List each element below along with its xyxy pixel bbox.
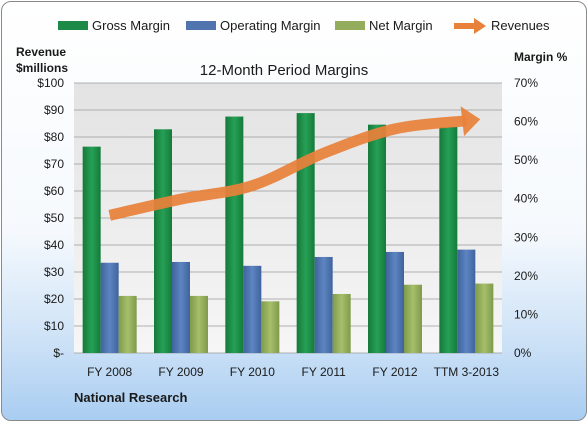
category-label: TTM 3-2013 <box>434 365 500 379</box>
operating-margin-bar <box>243 265 262 353</box>
revenues-arrowhead <box>460 106 481 137</box>
left-tick-label: $40 <box>44 238 64 252</box>
bars <box>82 113 494 354</box>
left-tick-label: $20 <box>44 292 64 306</box>
operating-margin-bar <box>172 261 190 353</box>
legend: Gross Margin Operating Margin Net Margin… <box>58 18 550 34</box>
category-label: FY 2009 <box>158 365 203 379</box>
right-tick-label: 50% <box>514 153 538 167</box>
gross-margin-bar <box>225 116 244 353</box>
right-tick-label: 0% <box>514 346 532 360</box>
left-tick-label: $- <box>53 346 64 360</box>
gross-margin-bar <box>296 113 315 353</box>
operating-margin-bar <box>457 249 476 353</box>
net-margin-bar <box>475 283 494 353</box>
net-margin-bar <box>118 295 137 353</box>
legend-label-operating-margin: Operating Margin <box>220 18 320 33</box>
left-tick-label: $90 <box>44 103 64 117</box>
legend-swatch-net-margin <box>335 21 365 30</box>
left-tick-label: $10 <box>44 319 64 333</box>
left-tick-label: $50 <box>44 211 64 225</box>
net-margin-bar <box>261 301 280 353</box>
category-label: FY 2008 <box>87 365 132 379</box>
operating-margin-bar <box>386 251 404 353</box>
right-tick-label: 40% <box>514 192 538 206</box>
operating-margin-bar <box>100 262 119 353</box>
left-tick-label: $60 <box>44 184 64 198</box>
left-axis-ticks: $- $10 $20 $30 $40 $50 $60 $70 $80 $90 $100 <box>37 76 64 360</box>
net-margin-bar <box>404 284 422 353</box>
operating-margin-bar <box>314 256 333 353</box>
gridlines <box>74 82 502 354</box>
right-tick-label: 30% <box>514 230 538 244</box>
right-tick-label: 60% <box>514 115 538 129</box>
left-axis-label-line1: Revenue <box>16 45 66 59</box>
category-axis: FY 2008 FY 2009 FY 2010 FY 2011 FY 2012 TTM 3… <box>87 365 499 379</box>
gross-margin-bar <box>82 146 101 353</box>
category-label: FY 2012 <box>372 365 417 379</box>
category-label: FY 2011 <box>302 365 347 379</box>
left-tick-label: $100 <box>37 76 64 90</box>
revenues-line <box>108 115 467 221</box>
left-tick-label: $80 <box>44 130 64 144</box>
category-label: FY 2010 <box>230 365 275 379</box>
gross-margin-bar <box>368 124 386 354</box>
chart-title: 12-Month Period Margins <box>200 62 368 79</box>
legend-swatch-operating-margin <box>186 21 216 30</box>
net-margin-bar <box>190 295 208 353</box>
legend-swatch-gross-margin <box>58 21 88 30</box>
right-axis-label: Margin % <box>514 50 568 64</box>
right-axis-ticks: 0% 10% 20% 30% 40% 50% 60% 70% <box>514 76 538 360</box>
left-axis-label-line2: $millions <box>16 61 68 75</box>
legend-label-revenues: Revenues <box>491 18 550 33</box>
legend-label-gross-margin: Gross Margin <box>92 18 170 33</box>
revenues-series <box>108 106 481 221</box>
net-margin-bar <box>332 293 351 353</box>
left-tick-label: $70 <box>44 157 64 171</box>
legend-swatch-revenues <box>454 18 486 34</box>
legend-label-net-margin: Net Margin <box>369 18 433 33</box>
gross-margin-bar <box>439 126 458 353</box>
left-tick-label: $30 <box>44 265 64 279</box>
right-tick-label: 10% <box>514 307 538 321</box>
right-tick-label: 70% <box>514 76 538 90</box>
right-tick-label: 20% <box>514 269 538 283</box>
company-name: National Research <box>74 390 187 405</box>
gross-margin-bar <box>154 129 172 353</box>
